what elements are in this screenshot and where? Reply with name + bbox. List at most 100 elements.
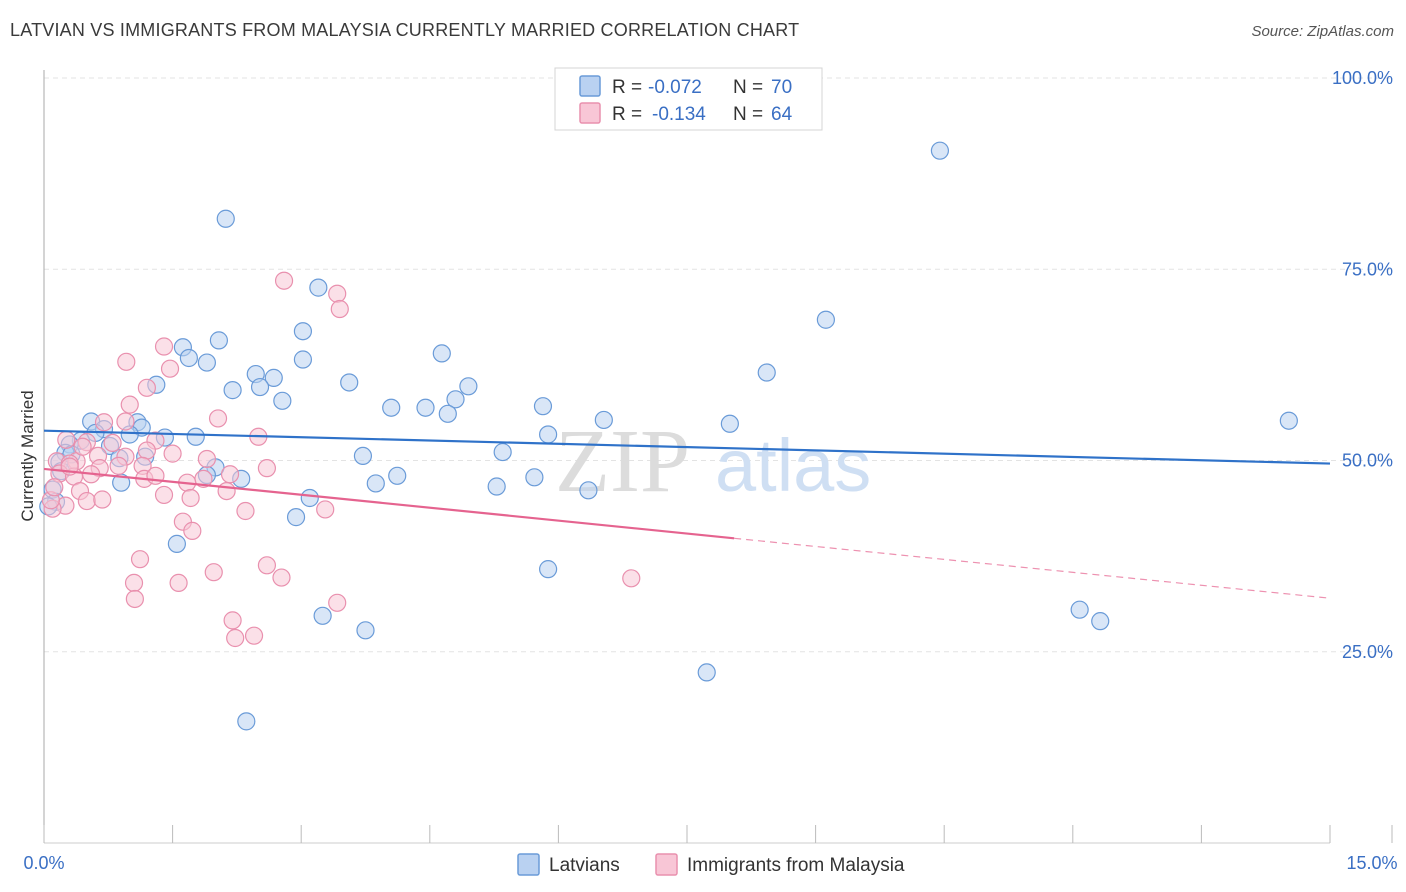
- data-point-latvians: [293, 350, 313, 369]
- data-point-malaysia: [160, 359, 180, 378]
- legend-label-latvians: Latvians: [549, 855, 620, 876]
- data-point-malaysia: [154, 337, 174, 356]
- data-point-latvians: [446, 390, 465, 409]
- data-point-latvians: [382, 398, 401, 417]
- data-point-latvians: [264, 368, 283, 387]
- stats-r-value-1: -0.072: [648, 77, 702, 98]
- chart-source: Source: ZipAtlas.com: [1251, 23, 1394, 40]
- axis-layer: [43, 70, 1393, 844]
- stats-swatch-pink: [579, 102, 601, 124]
- stats-r-value-2: -0.134: [652, 104, 706, 125]
- data-point-latvians: [167, 534, 186, 553]
- data-point-malaysia: [45, 478, 64, 497]
- data-point-malaysia: [208, 409, 228, 428]
- data-point-latvians: [356, 621, 375, 640]
- data-point-malaysia: [328, 284, 347, 303]
- x-tick-label-last: 15.0%: [1346, 853, 1397, 873]
- data-point-malaysia: [236, 501, 255, 521]
- legend-swatch-latvians: [517, 853, 540, 876]
- chart-title: LATVIAN VS IMMIGRANTS FROM MALAYSIA CURR…: [10, 20, 800, 40]
- data-point-malaysia: [226, 628, 245, 648]
- data-point-malaysia: [220, 465, 240, 484]
- data-point-malaysia: [77, 491, 96, 511]
- y-tick-label: 75.0%: [1342, 259, 1393, 279]
- data-point-latvians: [579, 481, 598, 500]
- data-point-malaysia: [244, 626, 264, 645]
- trend-layer: [43, 429, 1331, 599]
- legend-label-malaysia: Immigrants from Malaysia: [687, 855, 905, 876]
- data-point-malaysia: [181, 488, 200, 508]
- data-point-latvians: [697, 663, 716, 682]
- data-point-latvians: [539, 425, 558, 444]
- data-point-malaysia: [274, 271, 294, 290]
- data-point-latvians: [533, 397, 553, 416]
- watermark-atlas: atlas: [715, 424, 871, 507]
- grid-layer: 25.0% 50.0% 75.0% 100.0%: [44, 68, 1393, 662]
- y-tick-label: 50.0%: [1342, 451, 1393, 471]
- data-point-latvians: [250, 377, 270, 397]
- stats-n-value-2: 64: [771, 104, 793, 125]
- data-point-latvians: [432, 344, 451, 363]
- data-point-latvians: [438, 404, 457, 423]
- data-point-malaysia: [330, 299, 349, 319]
- data-point-latvians: [1070, 600, 1089, 619]
- stats-box: R = -0.072 N = 70 R = -0.134 N = 64: [554, 67, 823, 131]
- data-point-latvians: [237, 712, 256, 731]
- data-point-malaysia: [217, 482, 236, 501]
- data-point-latvians: [353, 446, 373, 466]
- watermark-zip: ZIP: [555, 412, 690, 511]
- stats-n-label-1: N =: [733, 77, 763, 98]
- y-tick-label: 100.0%: [1332, 68, 1393, 88]
- data-point-latvians: [720, 414, 739, 433]
- watermark: ZIP atlas: [555, 412, 871, 511]
- data-point-malaysia: [183, 521, 202, 540]
- data-point-malaysia: [197, 449, 216, 469]
- trend-line-extension-malaysia: [734, 537, 1331, 599]
- data-point-latvians: [493, 442, 512, 462]
- data-point-latvians: [209, 331, 228, 350]
- data-point-latvians: [459, 377, 478, 396]
- data-point-latvians: [223, 381, 242, 400]
- data-point-malaysia: [57, 430, 76, 449]
- data-point-latvians: [286, 508, 306, 527]
- data-point-latvians: [1279, 411, 1298, 430]
- data-point-latvians: [186, 427, 205, 446]
- data-point-malaysia: [120, 395, 139, 414]
- data-point-latvians: [216, 209, 235, 228]
- data-point-latvians: [179, 348, 198, 368]
- data-point-malaysia: [257, 556, 277, 575]
- data-point-malaysia: [73, 437, 92, 456]
- data-point-latvians: [757, 363, 776, 382]
- data-point-malaysia: [223, 611, 242, 630]
- data-point-latvians: [416, 398, 435, 417]
- y-axis-label: Currently Married: [18, 390, 37, 521]
- data-point-latvians: [594, 410, 613, 430]
- stats-r-label-1: R =: [612, 77, 642, 98]
- data-point-latvians: [300, 488, 319, 508]
- data-point-malaysia: [204, 563, 223, 582]
- data-point-latvians: [273, 391, 292, 410]
- data-point-malaysia: [154, 485, 174, 505]
- data-point-latvians: [487, 477, 506, 496]
- data-point-malaysia: [272, 568, 291, 587]
- data-point-malaysia: [125, 589, 144, 609]
- data-point-malaysia: [93, 490, 112, 509]
- data-point-latvians: [539, 560, 558, 579]
- trend-line-malaysia: [43, 467, 735, 540]
- data-point-malaysia: [94, 413, 114, 432]
- stats-n-value-1: 70: [771, 77, 792, 98]
- data-point-malaysia: [103, 433, 122, 453]
- legend: Latvians Immigrants from Malaysia: [517, 853, 905, 876]
- data-point-latvians: [366, 474, 385, 493]
- x-tick-label-first: 0.0%: [23, 853, 64, 873]
- data-point-latvians: [313, 606, 332, 625]
- stats-r-label-2: R =: [612, 104, 642, 125]
- data-point-malaysia: [124, 573, 144, 593]
- data-point-latvians: [388, 466, 407, 485]
- data-point-malaysia: [116, 412, 135, 431]
- data-point-latvians: [930, 141, 950, 160]
- stats-swatch-blue: [579, 75, 601, 97]
- data-point-malaysia: [163, 444, 182, 463]
- data-point-latvians: [340, 373, 359, 392]
- data-point-malaysia: [137, 441, 156, 460]
